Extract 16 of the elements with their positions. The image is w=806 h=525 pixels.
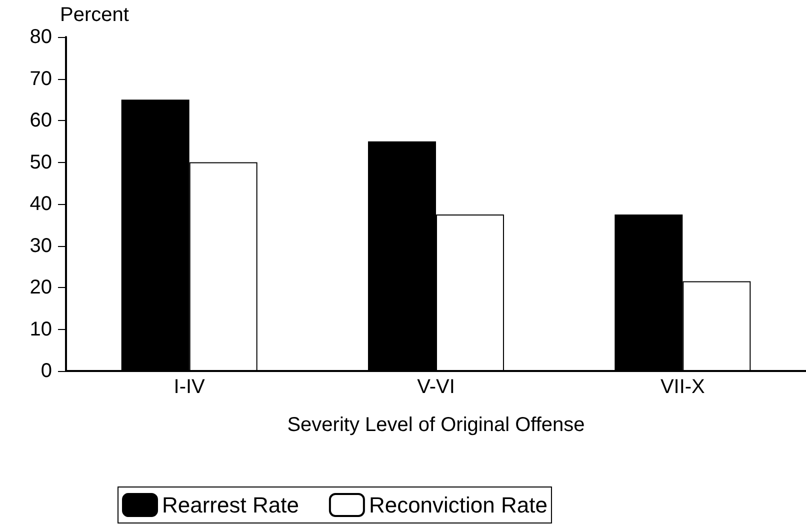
- y-tick-label: 40: [30, 193, 52, 215]
- legend-label: Reconviction Rate: [368, 492, 548, 518]
- x-axis-title: Severity Level of Original Offense: [287, 414, 585, 436]
- x-tick-label: I-IV: [174, 376, 206, 398]
- y-tick-label: 20: [30, 276, 52, 298]
- y-tick-label: 10: [30, 318, 52, 340]
- y-tick-label: 0: [40, 360, 52, 382]
- x-tick-label: V-VI: [417, 376, 455, 398]
- y-tick-label: 60: [30, 110, 52, 132]
- y-tick-label: 50: [30, 151, 52, 174]
- y-tick-label: 80: [30, 26, 52, 48]
- legend-label: Rearrest Rate: [162, 492, 299, 518]
- y-tick-label: 30: [30, 234, 52, 257]
- y-axis-title: Percent: [60, 4, 130, 26]
- x-tick-label: VII-X: [660, 376, 705, 398]
- y-tick-label: 70: [30, 68, 52, 90]
